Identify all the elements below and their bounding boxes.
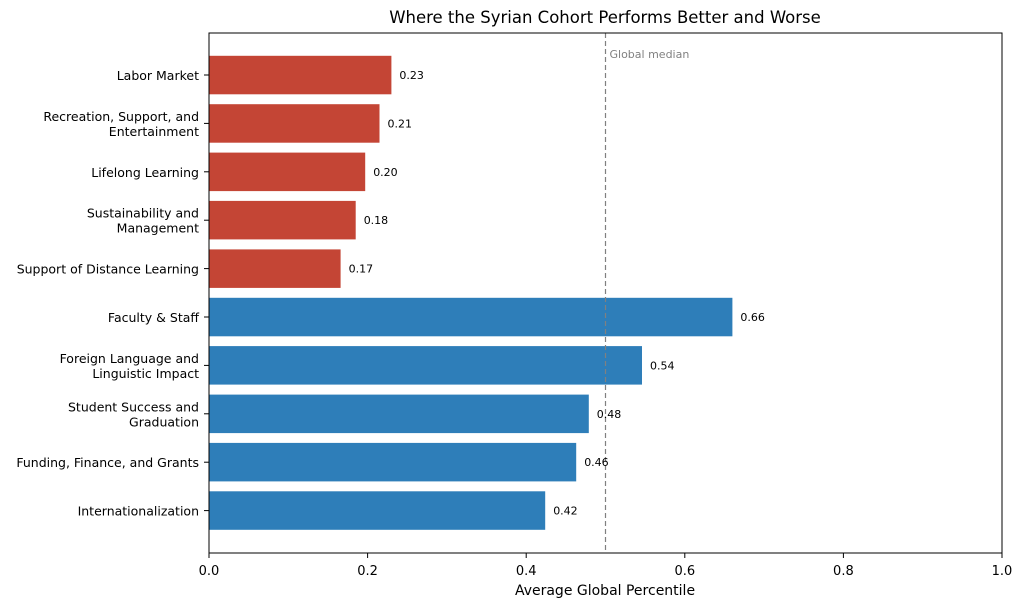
x-axis: 0.0 0.2 0.4 0.6 0.8 1.0 <box>199 553 1013 579</box>
bar-value-label: 0.17 <box>349 263 374 276</box>
labels-layer: 0.23 Labor Market 0.21 Recreation, Support,… <box>16 68 765 519</box>
bar <box>209 442 577 482</box>
bar <box>209 152 366 192</box>
category-label: Labor Market <box>117 68 199 83</box>
bar <box>209 55 392 95</box>
x-axis-label: Average Global Percentile <box>515 583 695 599</box>
category-label: Support of Distance Learning <box>17 262 199 277</box>
bar <box>209 346 642 385</box>
x-tick-label: 0.8 <box>833 564 854 579</box>
category-label: Student Success and Graduation <box>68 399 199 429</box>
plot-frame <box>208 32 1003 554</box>
bar-value-label: 0.20 <box>373 166 398 179</box>
bar-value-label: 0.42 <box>553 505 578 518</box>
category-label: Internationalization <box>78 504 199 519</box>
bars-layer <box>209 55 733 530</box>
bar <box>209 491 546 530</box>
bar-value-label: 0.46 <box>584 456 609 469</box>
x-tick-label: 0.2 <box>357 564 378 579</box>
chart-title: Where the Syrian Cohort Performs Better … <box>389 8 821 27</box>
bar <box>209 297 733 337</box>
category-label: Lifelong Learning <box>91 165 199 180</box>
category-label: Recreation, Support, and Entertainment <box>43 109 199 139</box>
global-median-label: Global median <box>610 48 690 61</box>
bar-value-label: 0.21 <box>388 117 413 130</box>
reference-line-layer: Global median <box>604 33 690 553</box>
category-label: Faculty & Staff <box>108 310 199 325</box>
bar-value-label: 0.18 <box>364 214 389 227</box>
category-label: Foreign Language and Linguistic Impact <box>60 351 200 381</box>
category-label: Sustainability and Management <box>87 206 199 236</box>
bar <box>209 249 341 288</box>
x-tick-label: 0.0 <box>199 564 220 579</box>
bar-value-label: 0.48 <box>597 408 622 421</box>
bar-value-label: 0.66 <box>740 311 765 324</box>
x-tick-label: 1.0 <box>992 564 1013 579</box>
bar <box>209 104 380 143</box>
x-tick-label: 0.6 <box>674 564 695 579</box>
bar-value-label: 0.54 <box>650 359 675 372</box>
x-tick-label: 0.4 <box>516 564 537 579</box>
category-label: Funding, Finance, and Grants <box>16 455 199 470</box>
bar <box>209 394 589 434</box>
bar-value-label: 0.23 <box>399 69 424 82</box>
bar <box>209 200 356 240</box>
